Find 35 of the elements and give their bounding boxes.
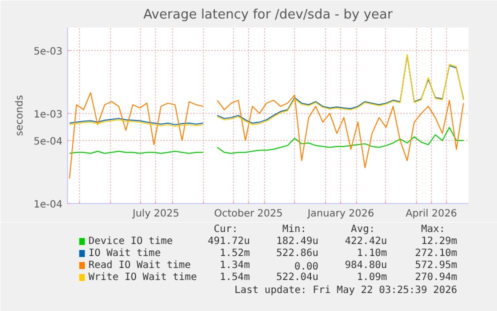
text: 572.95m xyxy=(415,260,458,271)
x-tick-label: January 2026 xyxy=(306,208,374,220)
x-tick-label: April 2026 xyxy=(406,208,458,220)
text: 0.00 xyxy=(294,262,318,272)
text: 1.09m xyxy=(356,272,388,283)
y-tick-label: 5e-04 xyxy=(34,136,63,148)
y-tick-label: 5e-03 xyxy=(34,46,63,58)
text: Cur: xyxy=(214,224,238,235)
text: 984.80u xyxy=(344,260,388,271)
text: Avg: xyxy=(350,224,376,235)
text: 1.54m xyxy=(220,272,250,283)
text: 491.72u xyxy=(208,236,250,247)
text: 1.10m xyxy=(356,248,388,259)
y-tick-label: 1e-04 xyxy=(34,200,63,210)
text: 272.10m xyxy=(415,248,458,259)
text: 182.49u xyxy=(276,236,318,247)
legend-label: Device IO time xyxy=(88,236,173,247)
text: 12.29m xyxy=(421,236,458,247)
legend-label: Write IO Wait time xyxy=(88,272,197,283)
chart-title: Average latency for /dev/sda - by year xyxy=(143,8,394,22)
text: 1.34m xyxy=(220,260,250,271)
text: Max: xyxy=(421,224,446,235)
y-tick-label: 1e-03 xyxy=(34,109,63,120)
y-axis-title: seconds xyxy=(14,95,26,136)
legend-label: IO Wait time xyxy=(88,248,161,259)
x-tick-label: July 2025 xyxy=(132,208,180,220)
text: 522.04u xyxy=(276,272,318,283)
text: 422.42u xyxy=(344,236,388,247)
x-tick-label: October 2025 xyxy=(214,208,283,220)
text: Last update: Fri May 22 03:25:39 2026 xyxy=(234,285,458,296)
legend-label: Read IO Wait time xyxy=(88,260,191,271)
text: 522.86u xyxy=(276,248,318,259)
text: 1.52m xyxy=(220,248,250,259)
text: 270.94m xyxy=(415,272,458,283)
text: Min: xyxy=(282,224,306,235)
